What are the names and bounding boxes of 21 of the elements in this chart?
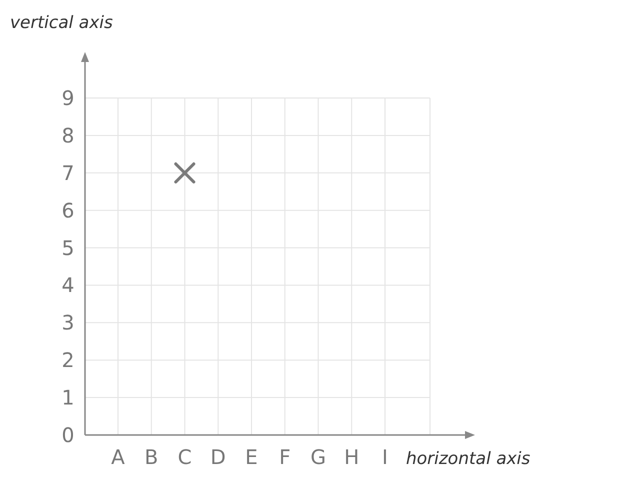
y-tick-label: 8	[62, 123, 74, 148]
x-tick-label: A	[111, 445, 126, 469]
y-tick-label: 0	[62, 423, 74, 447]
x-tick-label: B	[144, 445, 158, 469]
y-tick-label: 6	[62, 198, 74, 222]
y-tick-label: 7	[62, 160, 74, 185]
y-tick-label: 2	[62, 348, 74, 372]
x-tick-label: H	[344, 445, 360, 469]
x-tick-label: F	[279, 445, 291, 469]
x-tick-label: I	[382, 445, 388, 469]
x-tick-label: G	[310, 445, 326, 469]
y-axis-title: vertical axis	[10, 13, 113, 33]
x-tick-label: C	[178, 445, 192, 469]
y-tick-label: 9	[62, 86, 74, 110]
x-tick-label: D	[210, 445, 226, 469]
y-tick-label: 1	[62, 386, 74, 410]
y-tick-label: 4	[62, 273, 74, 298]
x-tick-label: E	[245, 445, 258, 469]
x-axis-title: horizontal axis	[406, 449, 530, 469]
y-tick-label: 3	[62, 310, 74, 335]
y-tick-label: 5	[62, 236, 74, 260]
